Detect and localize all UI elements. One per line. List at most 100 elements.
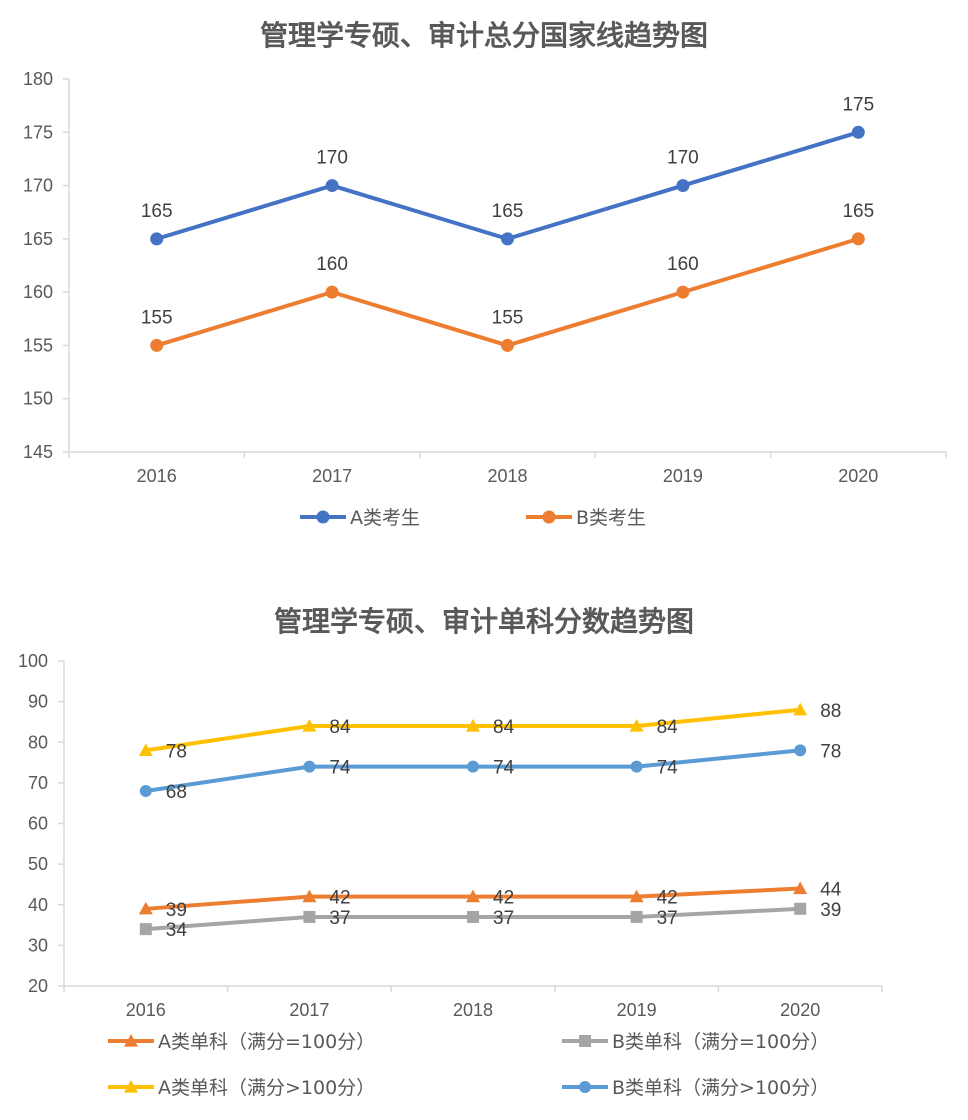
- chart2-data-point: [629, 889, 644, 903]
- chart1-data-point: [150, 232, 164, 246]
- chart2-x-tick-label: 2016: [126, 1000, 166, 1020]
- chart2-data-label: 39: [820, 900, 841, 921]
- chart1-x-tick-label: 2018: [487, 466, 527, 486]
- chart2-data-label: 68: [166, 782, 187, 803]
- chart2-data-label: 39: [166, 900, 187, 921]
- chart2-data-label: 88: [820, 701, 841, 722]
- chart2-y-tick-label: 70: [28, 773, 48, 793]
- chart2-data-point: [138, 901, 153, 915]
- chart2-data-label: 84: [657, 717, 679, 738]
- chart2-data-label: 78: [820, 741, 841, 762]
- chart1-data-point: [325, 285, 339, 299]
- chart1-y-tick-label: 170: [23, 176, 53, 196]
- chart2-legend-label: B类单科（满分=100分）: [612, 1031, 829, 1053]
- chart2-data-label: 37: [329, 908, 350, 929]
- chart2-data-label: 44: [820, 880, 842, 901]
- chart1-data-label: 170: [316, 148, 348, 169]
- chart2-data-label: 74: [493, 758, 515, 779]
- chart2-data-label: 74: [657, 758, 679, 779]
- chart2-data-label: 42: [493, 888, 514, 909]
- chart2-data-point: [302, 889, 317, 903]
- chart2-data-label: 78: [166, 741, 187, 762]
- chart1-data-point: [501, 338, 514, 352]
- chart2-data-point: [138, 743, 153, 756]
- chart2-y-tick-label: 60: [28, 814, 48, 834]
- chart1-y-tick-label: 165: [23, 229, 53, 249]
- chart2-legend-marker: [124, 1034, 138, 1047]
- chart2-data-point: [466, 889, 480, 903]
- chart1-data-label: 175: [842, 94, 874, 115]
- chart1-data-point: [325, 179, 339, 193]
- chart2-data-point: [794, 902, 807, 915]
- chart1-plot: 145 150 155 160 165 170 175 180 2016 2017 2018 2019…: [23, 69, 947, 529]
- chart1-data-point: [676, 179, 690, 193]
- chart2-data-point: [793, 702, 808, 716]
- chart2-data-label: 42: [657, 888, 678, 909]
- chart2-data-label: 34: [166, 920, 188, 941]
- chart2-x-tick-label: 2017: [289, 1000, 329, 1020]
- chart2-data-label: 42: [329, 888, 350, 909]
- chart2-y-tick-label: 30: [28, 935, 48, 955]
- chart1-data-point: [150, 338, 164, 352]
- chart2-data-point: [630, 760, 643, 773]
- chart1-title: 管理学专硕、审计总分国家线趋势图: [259, 19, 708, 52]
- chart1-data-point: [676, 285, 690, 299]
- chart2-data-point: [467, 910, 479, 923]
- chart2-data-point: [467, 760, 479, 773]
- chart1-data-label: 160: [667, 254, 699, 275]
- chart2-y-tick-label: 50: [28, 854, 48, 874]
- chart1-y-tick-label: 150: [23, 389, 53, 409]
- chart1-data-label: 155: [492, 307, 524, 328]
- chart2-data-point: [466, 719, 480, 732]
- chart1-y-tick-label: 145: [23, 442, 53, 462]
- chart2-data-point: [793, 881, 808, 895]
- chart1-data-label: 165: [842, 201, 874, 222]
- chart2-legend-marker: [124, 1080, 138, 1093]
- chart1-data-point: [501, 232, 514, 246]
- chart1-y-tick-label: 180: [23, 69, 53, 89]
- chart1-y-tick-label: 175: [23, 122, 53, 142]
- chart2-data-point: [794, 744, 807, 757]
- chart2-data-point: [630, 910, 643, 923]
- chart1-data-label: 160: [316, 254, 348, 275]
- chart2-y-tick-label: 40: [28, 895, 48, 915]
- chart2-data-point: [139, 923, 152, 936]
- chart2-y-tick-label: 20: [28, 976, 48, 996]
- chart1-data-label: 165: [492, 201, 524, 222]
- chart2-data-point: [303, 760, 316, 773]
- chart2-data-label: 84: [493, 717, 515, 738]
- chart2-data-label: 37: [657, 908, 678, 929]
- chart2-data-point: [629, 719, 644, 732]
- chart1-data-point: [851, 232, 865, 246]
- chart1-data-label: 155: [141, 307, 173, 328]
- chart1-x-tick-label: 2016: [137, 466, 177, 486]
- chart2-data-point: [139, 785, 152, 797]
- chart2-legend-marker: [579, 1035, 591, 1047]
- chart2-data-label: 74: [329, 758, 351, 779]
- chart1-x-tick-label: 2017: [312, 466, 352, 486]
- chart1-legend-marker: [316, 510, 330, 524]
- chart2-title: 管理学专硕、审计单科分数趋势图: [273, 605, 694, 638]
- chart2-data-label: 84: [329, 717, 351, 738]
- chart1-data-label: 165: [141, 201, 173, 222]
- chart1-y-tick-label: 155: [23, 335, 53, 355]
- chart1-legend-label: B类考生: [576, 507, 646, 529]
- chart2-legend-marker: [579, 1081, 591, 1093]
- chart2-data-label: 37: [493, 908, 514, 929]
- chart2-y-tick-label: 100: [18, 651, 48, 671]
- chart1-x-tick-label: 2020: [838, 466, 878, 486]
- chart2-legend-label: B类单科（满分>100分）: [612, 1077, 829, 1099]
- chart2-x-tick-label: 2018: [453, 1000, 493, 1020]
- chart1-data-label: 170: [667, 148, 699, 169]
- chart2-legend-label: A类单科（满分=100分）: [158, 1031, 375, 1053]
- chart2-data-point: [303, 910, 316, 923]
- chart2-legend-label: A类单科（满分>100分）: [158, 1077, 375, 1099]
- chart1-x-tick-label: 2019: [663, 466, 703, 486]
- chart2-y-tick-label: 90: [28, 692, 48, 712]
- chart1-legend-label: A类考生: [350, 507, 420, 529]
- chart2-y-tick-label: 80: [28, 732, 48, 752]
- chart2-x-tick-label: 2020: [780, 1000, 820, 1020]
- chart2-x-tick-label: 2019: [617, 1000, 657, 1020]
- chart1-y-tick-label: 160: [23, 282, 53, 302]
